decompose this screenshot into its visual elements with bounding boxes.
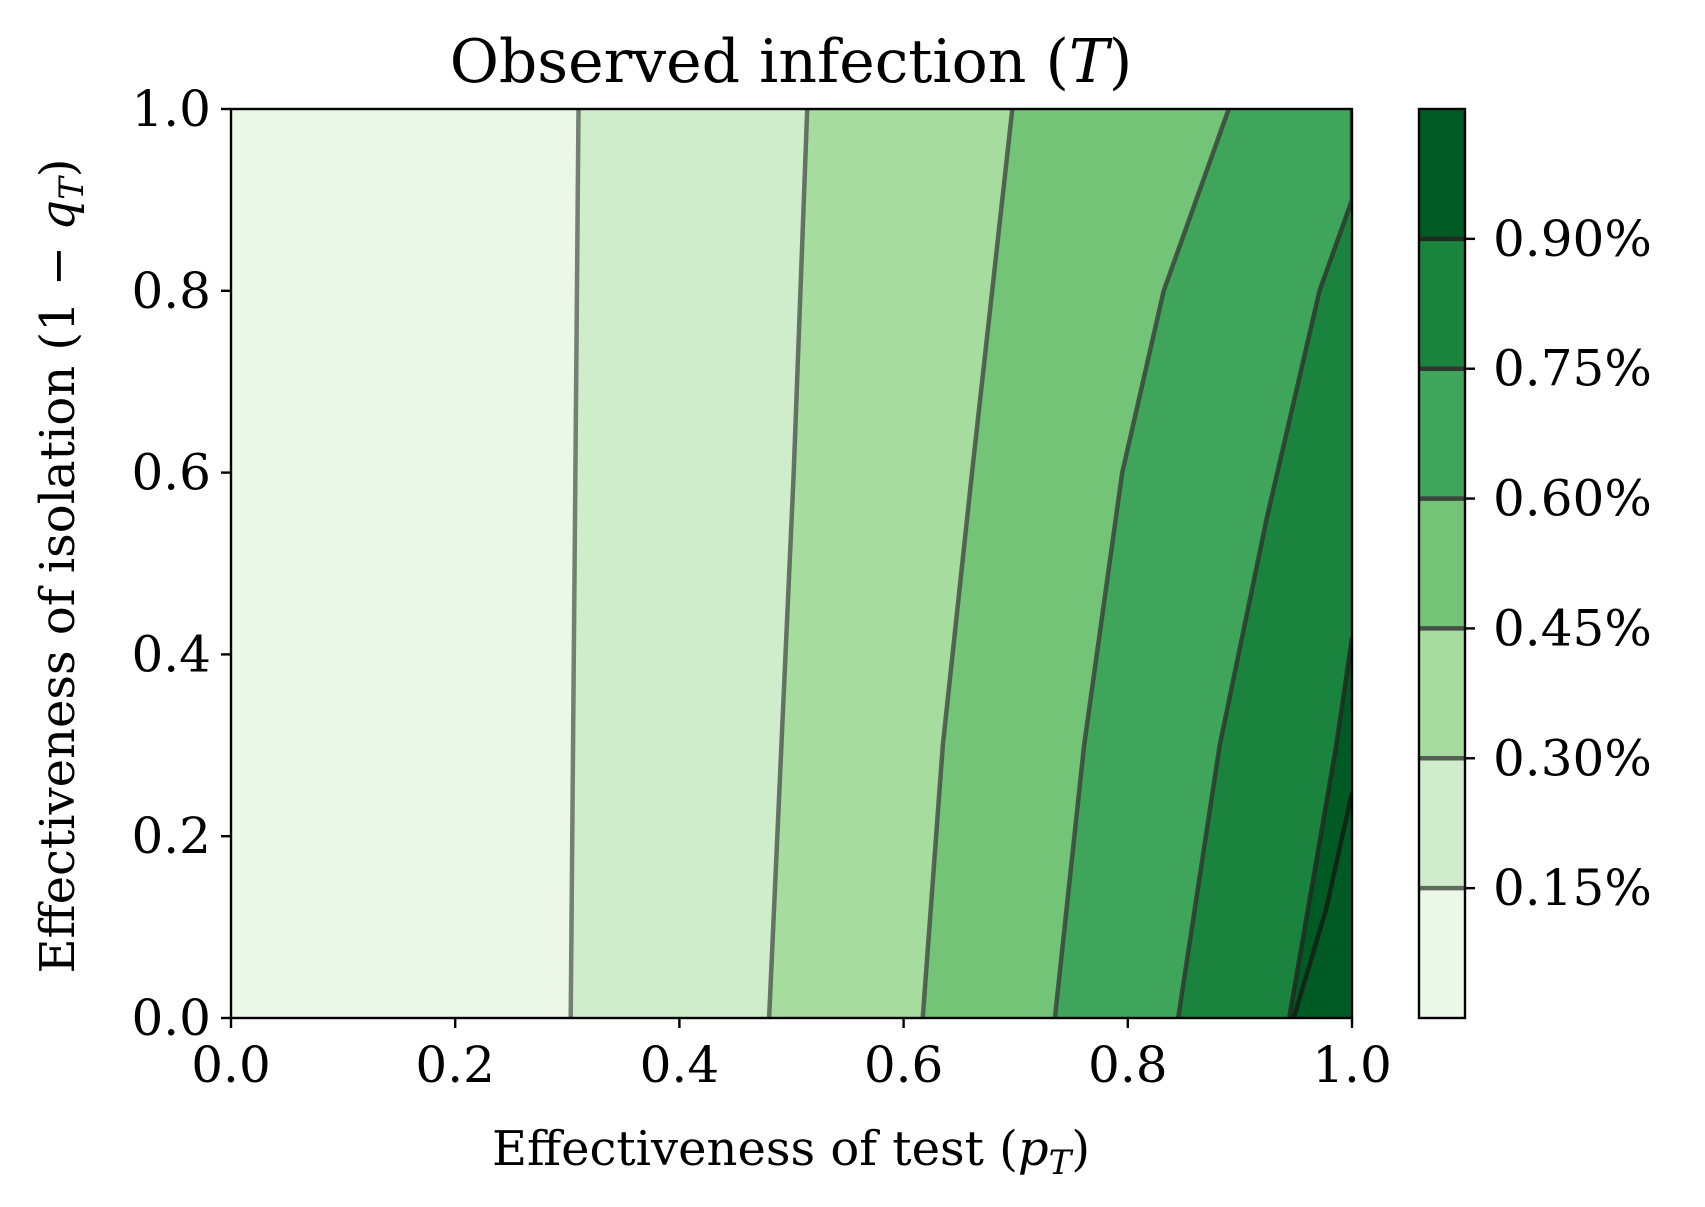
x-tick-label: 1.0 — [1312, 1036, 1392, 1094]
colorbar-band-0 — [1419, 888, 1465, 1018]
chart-title: Observed infection (T) — [450, 27, 1133, 97]
colorbar-frame — [1417, 107, 1467, 1020]
x-tick-label: 0.2 — [415, 1036, 495, 1094]
colorbar-band-2 — [1419, 628, 1465, 759]
x-tick-label: 0.8 — [1088, 1036, 1168, 1094]
y-tick-label: 1.0 — [131, 80, 211, 138]
y-axis-label: Effectiveness of isolation (1 − qT) — [30, 158, 92, 973]
contour-band-7 — [1293, 792, 1352, 1018]
contour-line-0.15 — [568, 109, 581, 1018]
contour-line-0.90 — [1286, 637, 1352, 1018]
y-axis: 0.0 0.2 0.4 0.6 0.8 1.0 — [131, 80, 231, 1047]
y-tick-label: 0.8 — [131, 262, 211, 320]
contour-band-5 — [1178, 109, 1352, 1018]
x-axis-label: Effectiveness of test (pT) — [492, 1121, 1090, 1183]
y-tick-label: 0.0 — [131, 989, 211, 1047]
colorbar-band-5 — [1419, 238, 1465, 369]
y-tick-label: 0.2 — [131, 807, 211, 865]
colorbar-tick-label: 0.30% — [1493, 729, 1652, 787]
x-axis: 0.0 0.2 0.4 0.6 0.8 1.0 — [191, 1018, 1392, 1094]
colorbar-band-6 — [1419, 109, 1465, 239]
plot-frame — [229, 107, 1354, 1020]
x-tick-label: 0.0 — [191, 1036, 271, 1094]
y-tick-label: 0.6 — [131, 444, 211, 502]
colorbar-band-1 — [1419, 758, 1465, 889]
colorbar-tick-label: 0.45% — [1493, 599, 1652, 657]
contour-line-1.05 — [1291, 792, 1352, 1018]
colorbar-tick-label: 0.15% — [1493, 859, 1652, 917]
colorbar-tick-label: 0.75% — [1493, 340, 1652, 398]
contour-line-0.45 — [920, 109, 1015, 1018]
x-tick-label: 0.4 — [640, 1036, 720, 1094]
colorbar-band-4 — [1419, 368, 1465, 499]
colorbar-tick-label: 0.90% — [1493, 210, 1652, 268]
x-tick-label: 0.6 — [864, 1036, 944, 1094]
contour-line-0.60 — [1052, 109, 1231, 1018]
contour-line-0.30 — [766, 109, 810, 1018]
colorbar-tick-label: 0.60% — [1493, 470, 1652, 528]
contour-line-0.75 — [1175, 109, 1352, 1018]
colorbar: 0.15% 0.30% 0.45% 0.60% 0.75% 0.90% — [1417, 107, 1652, 1020]
colorbar-band-3 — [1419, 498, 1465, 629]
y-tick-label: 0.4 — [131, 625, 211, 683]
plot-area — [231, 109, 1352, 1018]
